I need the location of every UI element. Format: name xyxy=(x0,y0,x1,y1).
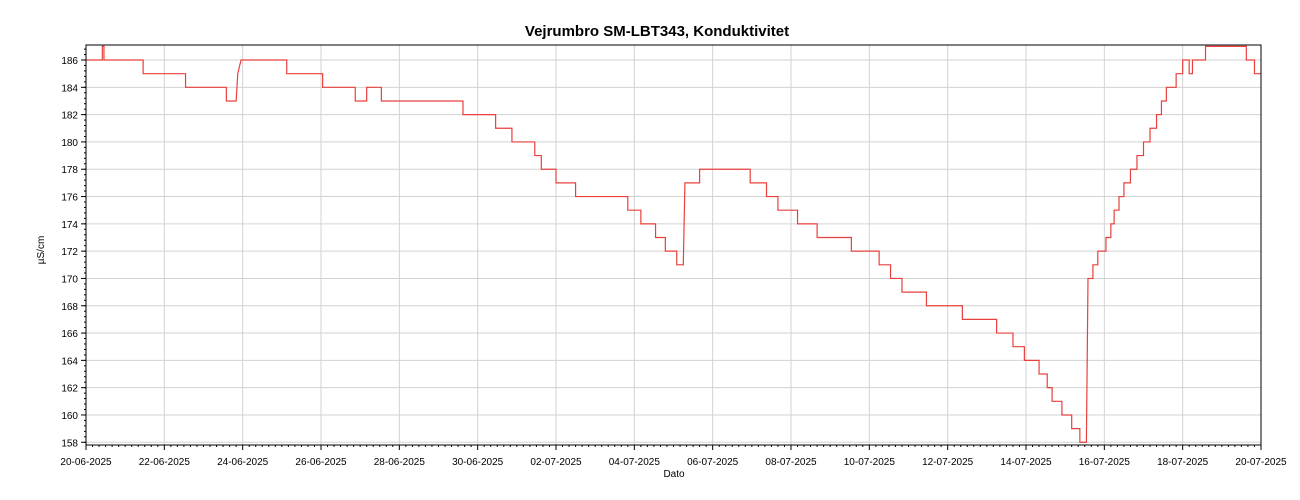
x-tick-label: 08-07-2025 xyxy=(765,457,817,468)
grid xyxy=(85,45,1262,445)
y-tick-label: 178 xyxy=(61,165,78,176)
axis-ticks: 158 160 162 164 166 168 170 172 174 176 178 180 182 1… xyxy=(60,48,1287,468)
plot-frame xyxy=(85,44,1262,446)
x-tick-label: 24-06-2025 xyxy=(217,457,269,468)
y-tick-label: 170 xyxy=(61,274,78,285)
y-axis-label: µS/cm xyxy=(36,236,47,265)
series-line xyxy=(86,45,1261,443)
x-tick-label: 26-06-2025 xyxy=(295,457,347,468)
y-tick-label: 182 xyxy=(61,111,78,122)
x-tick-label: 28-06-2025 xyxy=(374,457,426,468)
y-tick-label: 162 xyxy=(61,384,78,395)
x-tick-label: 22-06-2025 xyxy=(139,457,191,468)
y-tick-label: 168 xyxy=(61,302,78,313)
y-tick-label: 164 xyxy=(61,356,78,367)
x-tick-label: 06-07-2025 xyxy=(687,457,739,468)
x-tick-label: 20-06-2025 xyxy=(60,457,112,468)
x-tick-label: 04-07-2025 xyxy=(609,457,661,468)
y-tick-label: 160 xyxy=(61,411,78,422)
x-tick-label: 18-07-2025 xyxy=(1157,457,1209,468)
y-tick-label: 166 xyxy=(61,329,78,340)
x-axis-label: Dato xyxy=(663,469,685,480)
chart-title: Vejrumbro SM-LBT343, Konduktivitet xyxy=(525,23,789,40)
x-tick-label: 14-07-2025 xyxy=(1000,457,1052,468)
y-tick-label: 184 xyxy=(61,83,78,94)
y-tick-label: 172 xyxy=(61,247,78,258)
x-tick-label: 20-07-2025 xyxy=(1235,457,1287,468)
x-tick-label: 30-06-2025 xyxy=(452,457,504,468)
x-tick-label: 16-07-2025 xyxy=(1079,457,1131,468)
x-tick-label: 10-07-2025 xyxy=(844,457,896,468)
x-tick-label: 12-07-2025 xyxy=(922,457,974,468)
y-tick-label: 180 xyxy=(61,138,78,149)
y-tick-label: 174 xyxy=(61,220,78,231)
y-tick-label: 186 xyxy=(61,56,78,67)
plot-area xyxy=(86,45,1261,443)
y-tick-label: 158 xyxy=(61,438,78,449)
x-tick-label: 02-07-2025 xyxy=(530,457,582,468)
y-tick-label: 176 xyxy=(61,193,78,204)
